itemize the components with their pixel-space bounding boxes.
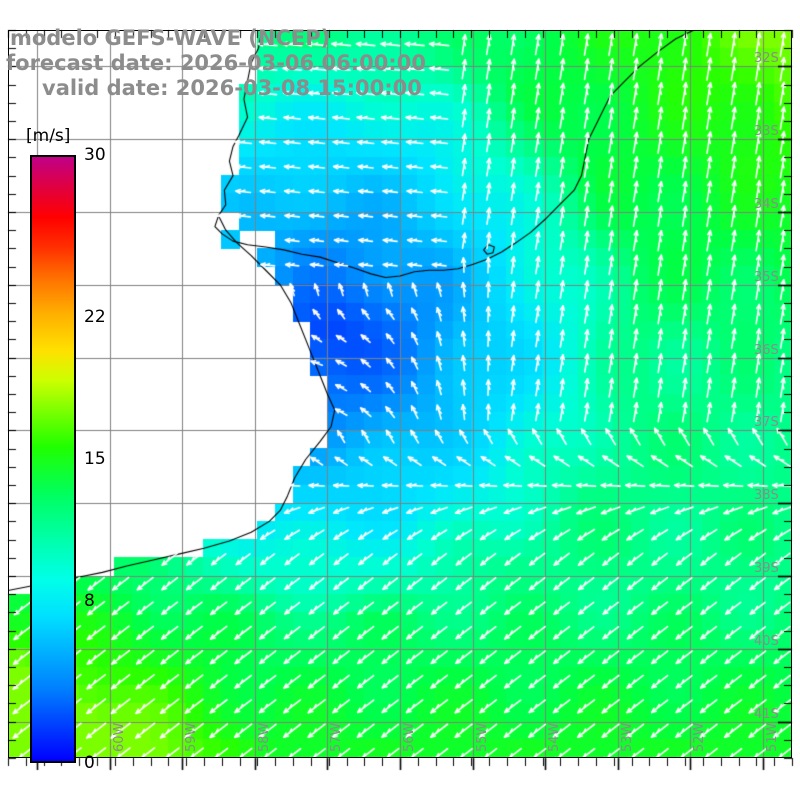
colorbar-tick-15: 15 <box>84 449 106 469</box>
lat-label-33S: 33S <box>754 124 779 140</box>
title-block: modelo GEFS-WAVE (NCEP) forecast date: 2… <box>0 26 530 101</box>
lon-label-58W: 58W <box>256 722 272 752</box>
valid-date: valid date: 2026-03-08 15:00:00 <box>42 76 422 100</box>
colorbar-gradient <box>30 155 76 763</box>
colorbar-tick-0: 0 <box>84 753 95 773</box>
lon-label-59W: 59W <box>184 722 200 752</box>
lon-label-53W: 53W <box>619 722 635 752</box>
lat-label-36S: 36S <box>754 342 779 358</box>
forecast-date: forecast date: 2026-03-06 06:00:00 <box>6 51 426 75</box>
lon-label-52W: 52W <box>692 722 708 752</box>
model-title: modelo GEFS-WAVE (NCEP) <box>10 26 331 50</box>
lat-label-40S: 40S <box>754 633 779 649</box>
lat-label-34S: 34S <box>754 197 779 212</box>
lon-label-54W: 54W <box>547 722 563 752</box>
lat-label-35S: 35S <box>754 269 779 285</box>
colorbar-unit-label: [m/s] <box>26 126 71 146</box>
lat-label-39S: 39S <box>754 561 779 576</box>
colorbar-tick-22: 22 <box>84 307 106 328</box>
colorbar-tick-30: 30 <box>84 145 106 165</box>
colorbar-tick-8: 8 <box>84 590 95 611</box>
lon-label-56W: 56W <box>402 722 417 752</box>
map-plot-area <box>8 30 792 758</box>
lat-label-37S: 37S <box>754 415 779 431</box>
lat-label-32S: 32S <box>754 51 779 67</box>
lon-label-57W: 57W <box>329 722 345 752</box>
lat-label-38S: 38S <box>754 488 779 504</box>
wind-vector-overlay <box>8 30 792 758</box>
lon-label-55W: 55W <box>474 722 490 752</box>
lon-label-60W: 60W <box>111 722 127 752</box>
lon-label-51W: 51W <box>764 722 780 752</box>
colorbar: [m/s] 30 22 15 8 0 <box>26 126 106 773</box>
lat-label-41S: 41S <box>754 706 779 722</box>
